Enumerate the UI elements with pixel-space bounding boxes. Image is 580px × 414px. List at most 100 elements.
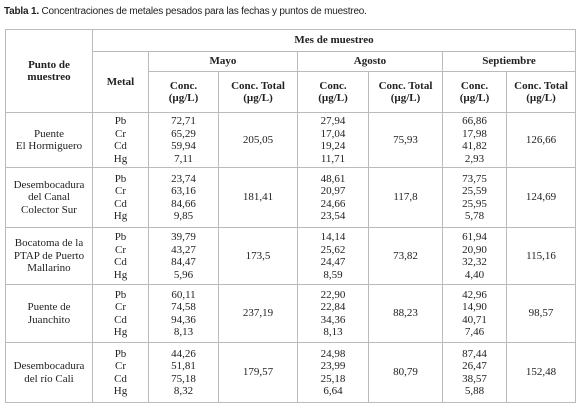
header-cell: Conc. Total (µg/L) [505,71,577,113]
point-name: Mallarino [27,262,71,275]
conc-header: (µg/L) [168,92,199,104]
conc-value: 72,71 [171,115,196,127]
conc-value: 23,54 [320,210,346,222]
conc-value: 25,95 [462,197,487,210]
point-cell: Puente de Juanchito [5,284,93,343]
header-point: Punto de [28,58,70,71]
conc-cell: 66,86 17,98 41,82 2,93 [442,112,507,168]
conc-cell: 24,98 23,99 25,18 6,64 [297,342,369,403]
metal: Cr [115,301,126,313]
conc-value: 87,44 [462,347,487,360]
conc-cell: 44,26 51,81 75,18 8,32 [148,342,219,403]
conc-value: 19,24 [320,140,346,152]
data-table: Punto de muestreo Mes de muestreo Metal Mayo… [5,29,577,403]
conc-value: 59,94 [171,140,196,152]
conc-value: 14,90 [462,301,487,313]
data-row: Puente El Hormiguero Pb Cr Cd Hg 72,71 65,29 59,… [5,112,577,168]
caption: Tabla 1. Concentraciones de metales pesa… [4,6,367,17]
conc-cell: 48,61 20,97 24,66 23,54 [297,167,369,228]
conc-cell: 73,75 25,59 25,95 5,78 [442,167,507,228]
conc-value: 48,61 [320,172,346,185]
conc-value: 41,82 [462,140,487,152]
conc-value: 60,11 [171,288,196,301]
conc-value: 8,13 [323,326,343,338]
data-row: Desembocadura del río Cali Pb Cr Cd Hg 44,26 51… [5,342,577,403]
metal: Cr [115,360,126,372]
conc-value: 32,32 [462,256,487,268]
total-header: Conc. Total [231,79,285,92]
metal: Hg [113,385,128,397]
conc-value: 5,96 [173,268,194,281]
total-header: (µg/L) [390,92,421,104]
conc-value: 74,58 [171,301,196,313]
total-cell: 152,48 [505,342,577,403]
total-cell: 117,8 [368,167,443,228]
metal-cell: Pb Cr Cd Hg [92,112,149,168]
metal-cell: Pb Cr Cd Hg [92,342,149,403]
metal: Pb [114,347,127,360]
total-cell: 73,82 [368,227,443,285]
metal: Pb [114,115,127,127]
point-name: Puente [34,127,64,140]
conc-value: 73,75 [462,172,487,185]
conc-value: 84,47 [171,256,196,268]
conc-cell: 61,94 20,90 32,32 4,40 [442,227,507,285]
metal: Pb [114,231,127,243]
point-name: Bocatoma de la [14,237,84,250]
header-point: muestreo [27,71,71,83]
conc-value: 44,26 [171,347,196,360]
total-cell: 179,57 [218,342,298,403]
conc-cell: 14,14 25,62 24,47 8,59 [297,227,369,285]
conc-value: 22,84 [320,301,346,313]
point-cell: Desembocadura del río Cali [5,342,93,403]
conc-value: 25,18 [320,372,346,385]
total-cell: 205,05 [218,112,298,168]
conc-cell: 87,44 26,47 38,57 5,88 [442,342,507,403]
month-header: Mayo [148,51,298,72]
point-cell: Puente El Hormiguero [5,112,93,168]
conc-value: 14,14 [320,231,346,243]
point-name: Puente de [27,301,71,313]
conc-value: 25,62 [320,243,346,256]
conc-value: 8,32 [173,385,194,397]
total-header: (µg/L) [243,92,273,104]
conc-value: 25,59 [462,185,487,197]
metal-cell: Pb Cr Cd Hg [92,167,149,228]
point-name: Colector Sur [21,203,77,216]
total-cell: 124,69 [505,167,577,228]
conc-value: 94,36 [171,313,196,326]
conc-cell: 23,74 63,16 84,66 9,85 [148,167,219,228]
conc-value: 24,66 [320,197,346,210]
metal: Cd [114,313,127,326]
conc-cell: 39,79 43,27 84,47 5,96 [148,227,219,285]
conc-value: 20,97 [320,185,346,197]
metal-cell: Pb Cr Cd Hg [92,284,149,343]
metal: Cd [114,140,127,152]
point-name: PTAP de Puerto [13,249,85,262]
total-header: Conc. Total [514,79,568,92]
total-cell: 75,93 [368,112,443,168]
conc-header: (µg/L) [459,92,490,104]
conc-value: 7,46 [464,326,485,338]
data-row: Desembocadura del Canal Colector Sur Pb Cr Cd… [5,167,577,228]
conc-cell: 60,11 74,58 94,36 8,13 [148,284,219,343]
total-cell: 98,57 [505,284,577,343]
header-cell: Metal [92,51,149,113]
conc-value: 5,88 [464,385,485,397]
total-cell: 181,41 [218,167,298,228]
conc-header: (µg/L) [318,92,348,104]
point-cell: Desembocadura del Canal Colector Sur [5,167,93,228]
header-cell: Conc. Total (µg/L) [368,71,443,113]
conc-value: 40,71 [462,313,487,326]
conc-header: Conc. [319,79,347,92]
month-header: Septiembre [441,51,577,72]
conc-cell: 22,90 22,84 34,36 8,13 [297,284,369,343]
point-name: Juanchito [27,313,71,326]
conc-value: 26,47 [462,360,487,372]
conc-value: 17,98 [462,127,487,140]
conc-value: 24,47 [320,256,346,268]
metal: Hg [113,152,128,165]
metal-cell: Pb Cr Cd Hg [92,227,149,285]
conc-value: 6,64 [323,385,343,397]
